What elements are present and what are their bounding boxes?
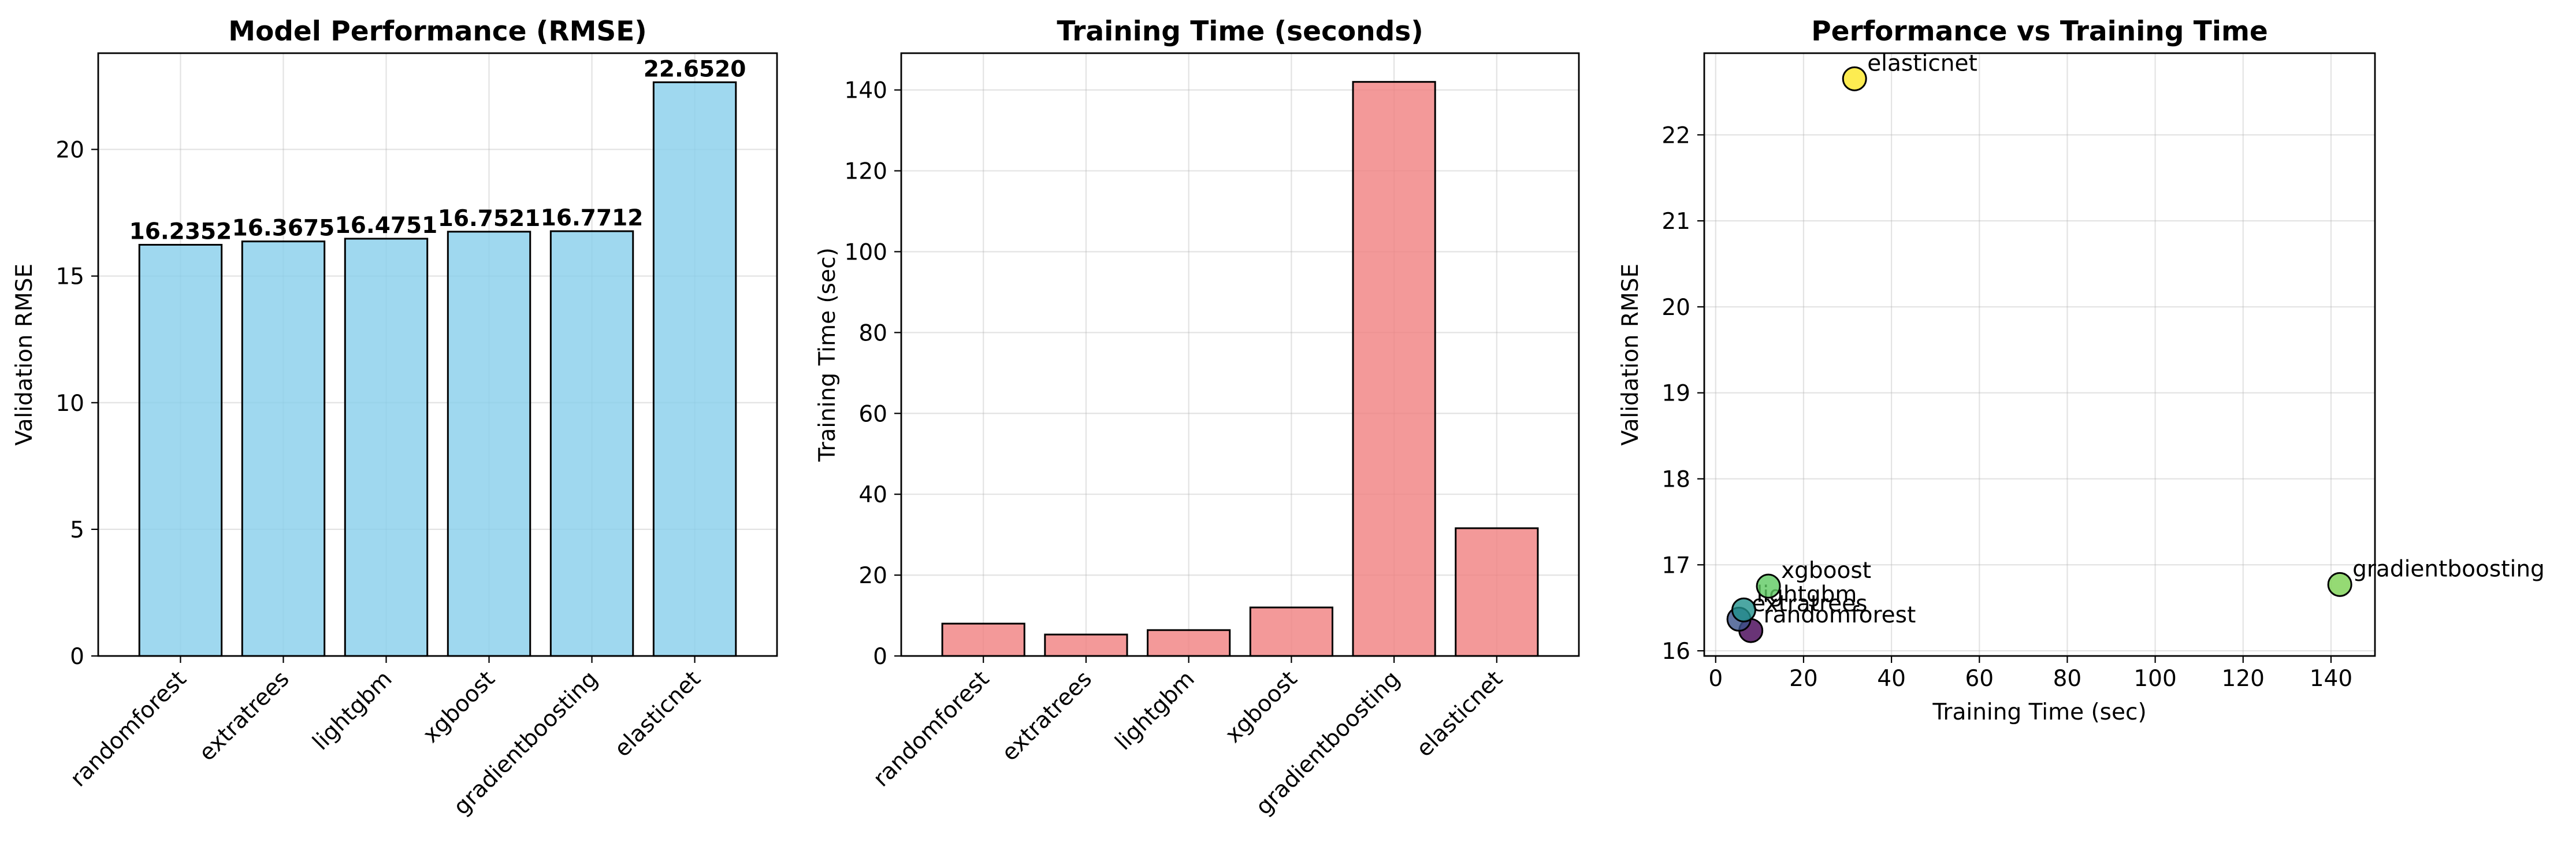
y-tick-label: 60	[858, 401, 887, 427]
bar-gradientboosting	[549, 230, 634, 657]
x-tick-label-elasticnet: elasticnet	[609, 666, 706, 762]
chart-1: 0 5 10 15 20 16.2352 randomforest 16.3675 extrat…	[12, 16, 778, 820]
chart-2: 0 20 40 60 80 100 120 140 randomforest extratrees…	[815, 16, 1580, 820]
value-label-elasticnet: 22.6520	[644, 56, 746, 82]
point-label-elasticnet: elasticnet	[1867, 50, 1977, 76]
x-tick-label-lightgbm: lightgbm	[1110, 666, 1200, 755]
y-tick-label: 18	[1661, 466, 1690, 492]
bar-elasticnet	[652, 81, 737, 657]
x-tick-label: 120	[2222, 666, 2265, 692]
x-tick-label-extratrees: extratrees	[194, 666, 295, 766]
bar-xgboost	[447, 231, 531, 657]
y-tick-label: 5	[70, 517, 84, 543]
y-tick-label: 100	[845, 239, 887, 265]
bar-lightgbm	[1147, 629, 1231, 657]
y-tick-label: 15	[55, 264, 84, 290]
y-axis-label: Training Time (sec)	[815, 247, 841, 462]
x-tick-label-randomforest: randomforest	[65, 666, 191, 792]
bar-xgboost	[1249, 606, 1333, 657]
chart-title: Training Time (seconds)	[1057, 16, 1423, 47]
y-tick-label: 80	[858, 320, 887, 346]
bar-extratrees	[1044, 633, 1128, 657]
y-tick-label: 20	[55, 138, 84, 164]
axes-frame	[97, 52, 778, 657]
bar-gradientboosting	[1352, 81, 1436, 657]
y-tick-label: 22	[1661, 123, 1690, 149]
chart-title: Performance vs Training Time	[1811, 16, 2268, 47]
x-tick-label: 100	[2133, 666, 2176, 692]
x-tick-label: 20	[1789, 666, 1818, 692]
x-tick-label: 60	[1965, 666, 1994, 692]
x-tick-label: 140	[2310, 666, 2352, 692]
x-tick-label-randomforest: randomforest	[868, 666, 994, 792]
y-tick-label: 21	[1661, 209, 1690, 235]
point-gradientboosting	[2327, 572, 2352, 597]
bar-lightgbm	[344, 238, 429, 657]
point-lightgbm	[1731, 597, 1756, 622]
chart-3: 16 17 18 19 20 21 22 0 20 40 60 80 100 120 140 randomfo…	[1618, 16, 2545, 725]
x-axis-label: Training Time (sec)	[1932, 699, 2146, 725]
y-tick-label: 120	[845, 159, 887, 185]
point-elasticnet	[1842, 66, 1867, 91]
y-tick-label: 140	[845, 78, 887, 104]
point-label-randomforest: randomforest	[1764, 602, 1916, 628]
y-tick-label: 17	[1661, 553, 1690, 579]
x-tick-label-extratrees: extratrees	[997, 666, 1097, 766]
x-tick-label-lightgbm: lightgbm	[308, 666, 397, 755]
value-label-randomforest: 16.2352	[129, 219, 232, 245]
point-xgboost	[1756, 573, 1781, 599]
bar-randomforest	[138, 244, 223, 657]
x-tick-label: 0	[1708, 666, 1723, 692]
y-tick-label: 16	[1661, 639, 1690, 665]
axes-frame	[1703, 52, 2376, 657]
x-tick-label-xgboost: xgboost	[1220, 666, 1302, 748]
chart-title: Model Performance (RMSE)	[228, 16, 647, 47]
value-label-xgboost: 16.7521	[438, 206, 541, 232]
bar-extratrees	[241, 240, 326, 657]
y-tick-label: 20	[1661, 295, 1690, 321]
value-label-extratrees: 16.3675	[232, 216, 335, 242]
point-label-xgboost: xgboost	[1781, 558, 1871, 584]
y-tick-label: 40	[858, 482, 887, 508]
bar-randomforest	[941, 622, 1025, 657]
x-tick-label-elasticnet: elasticnet	[1411, 666, 1508, 762]
axes-frame	[900, 52, 1580, 657]
value-label-lightgbm: 16.4751	[335, 213, 438, 239]
y-tick-label: 20	[858, 563, 887, 589]
y-tick-label: 10	[55, 391, 84, 417]
point-label-gradientboosting: gradientboosting	[2352, 556, 2545, 582]
y-axis-label: Validation RMSE	[12, 264, 38, 446]
y-tick-label: 19	[1661, 381, 1690, 407]
x-tick-label: 80	[2053, 666, 2082, 692]
bar-elasticnet	[1455, 527, 1539, 657]
x-tick-label-xgboost: xgboost	[418, 666, 500, 748]
y-axis-label: Validation RMSE	[1618, 264, 1644, 446]
y-tick-label: 0	[70, 644, 84, 670]
value-label-gradientboosting: 16.7712	[541, 205, 644, 231]
x-tick-label: 40	[1877, 666, 1906, 692]
y-tick-label: 0	[873, 644, 887, 670]
